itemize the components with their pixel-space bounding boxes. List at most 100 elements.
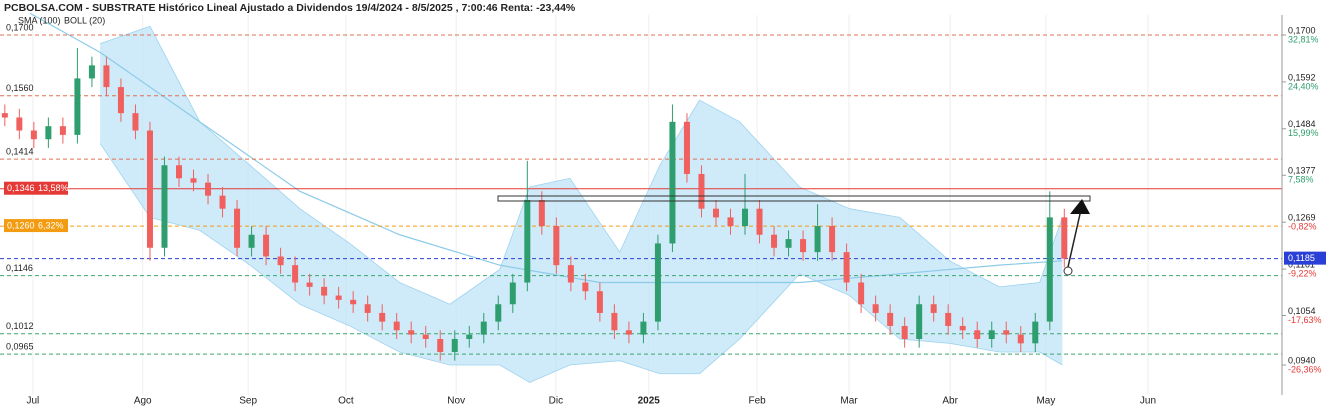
candle-body <box>727 217 734 227</box>
candle-body <box>1046 217 1053 322</box>
candle-body <box>277 256 284 266</box>
candle-body <box>654 243 661 322</box>
candle-body <box>364 304 371 313</box>
candle-body <box>335 295 342 300</box>
candle-body <box>74 78 81 135</box>
candle-body <box>611 312 618 331</box>
candle-body <box>393 321 400 331</box>
pct-label: -9,22% <box>1288 268 1317 278</box>
legend-sma: SMA (100) <box>18 15 61 25</box>
candle-body <box>1032 321 1039 344</box>
last-price-badge <box>1284 251 1326 265</box>
candle-body <box>422 334 429 339</box>
candle-body <box>205 182 212 196</box>
level-label: 0,1260 <box>7 220 35 230</box>
level-label: 0,1346 <box>7 183 35 193</box>
y-tick-label: 0,1484 <box>1288 119 1316 129</box>
candle-body <box>451 338 458 353</box>
candle-body <box>712 208 719 218</box>
candle-body <box>698 173 705 209</box>
level-badge <box>4 181 68 195</box>
y-tick-label: 0,1269 <box>1288 213 1316 223</box>
levels-layer <box>0 34 1282 355</box>
candle-body <box>117 87 124 114</box>
x-tick-label: Jun <box>1140 396 1156 407</box>
candle-body <box>843 252 850 283</box>
candle-body <box>1 113 8 118</box>
pct-label: -0,82% <box>1288 222 1317 232</box>
candle-body <box>582 282 589 292</box>
candle-body <box>858 282 865 305</box>
pct-label: 24,40% <box>1288 81 1319 91</box>
candle-body <box>742 208 749 227</box>
candle-body <box>553 226 560 266</box>
level-label: 0,0965 <box>6 342 34 352</box>
candle-body <box>190 178 197 183</box>
candle-body <box>509 282 516 305</box>
last-price-label: 0,1185 <box>1288 253 1315 263</box>
x-tick-label: Oct <box>338 396 354 407</box>
candle-body <box>1017 334 1024 344</box>
chart-title: PCBOLSA.COM - SUBSTRATE Histórico Lineal… <box>4 2 576 14</box>
candle-body <box>45 126 52 140</box>
x-tick-label: Abr <box>942 396 958 407</box>
pct-label: 7,58% <box>1288 175 1314 185</box>
level-label: 0,1146 <box>6 263 33 273</box>
candle-body <box>625 330 632 335</box>
annotation-start <box>1063 266 1073 276</box>
candle-body <box>538 200 545 227</box>
pct-label: 15,99% <box>1288 128 1319 138</box>
candle-body <box>756 208 763 235</box>
candle-body <box>408 330 415 335</box>
candle-body <box>959 325 966 331</box>
annotation-arrow <box>1067 213 1081 268</box>
candle-body <box>1003 330 1010 335</box>
candle-body <box>306 282 313 287</box>
y-tick-label: 0,0940 <box>1288 355 1316 365</box>
candle-body <box>887 312 894 326</box>
x-tick-label: Dic <box>549 396 563 407</box>
candle-body <box>495 304 502 322</box>
text-layer: Jul Ago Sep Oct Nov Dic 2025 Feb Mar Abr May Jun 0,1… <box>4 22 1326 407</box>
candle-body <box>88 65 95 79</box>
annotation-arrowhead <box>1070 199 1090 214</box>
bollinger-area <box>100 26 1063 383</box>
candle-body <box>814 226 821 253</box>
candle-body <box>103 65 110 88</box>
candle-body <box>234 208 241 248</box>
bollinger-layer <box>29 12 1063 383</box>
level-pct: 13,58% <box>38 183 69 193</box>
candle-body <box>379 312 386 322</box>
candle-body <box>480 321 487 335</box>
candle-body <box>800 239 807 253</box>
level-label: 0,1700 <box>6 22 34 32</box>
candle-body <box>292 265 299 283</box>
level-label: 0,1012 <box>6 321 34 331</box>
candle-body <box>263 234 270 257</box>
level-label: 0,1414 <box>6 147 34 157</box>
y-tick-label: 0,1700 <box>1288 25 1316 35</box>
candle-body <box>175 165 182 179</box>
level-label: 0,1560 <box>6 83 34 93</box>
candle-body <box>930 304 937 313</box>
x-tick-label: 2025 <box>638 396 661 407</box>
candle-body <box>683 121 690 174</box>
x-tick-label: Ago <box>134 396 152 407</box>
y-tick-label: 0,1592 <box>1288 72 1316 82</box>
pct-label: -17,63% <box>1288 315 1322 325</box>
candle-body <box>640 321 647 335</box>
candle-body <box>829 226 836 253</box>
candle-body <box>30 130 37 140</box>
candle-body <box>437 338 444 353</box>
pct-label: -26,36% <box>1288 364 1322 374</box>
candle-body <box>161 165 168 248</box>
candles-layer <box>1 48 1068 361</box>
candle-body <box>945 312 952 326</box>
candle-body <box>524 200 531 283</box>
candle-body <box>916 304 923 339</box>
candle-body <box>596 291 603 313</box>
y-tick-label: 0,1377 <box>1288 166 1316 176</box>
legend-boll: BOLL (20) <box>64 15 105 25</box>
candle-body <box>466 334 473 339</box>
x-tick-label: May <box>1036 396 1055 407</box>
